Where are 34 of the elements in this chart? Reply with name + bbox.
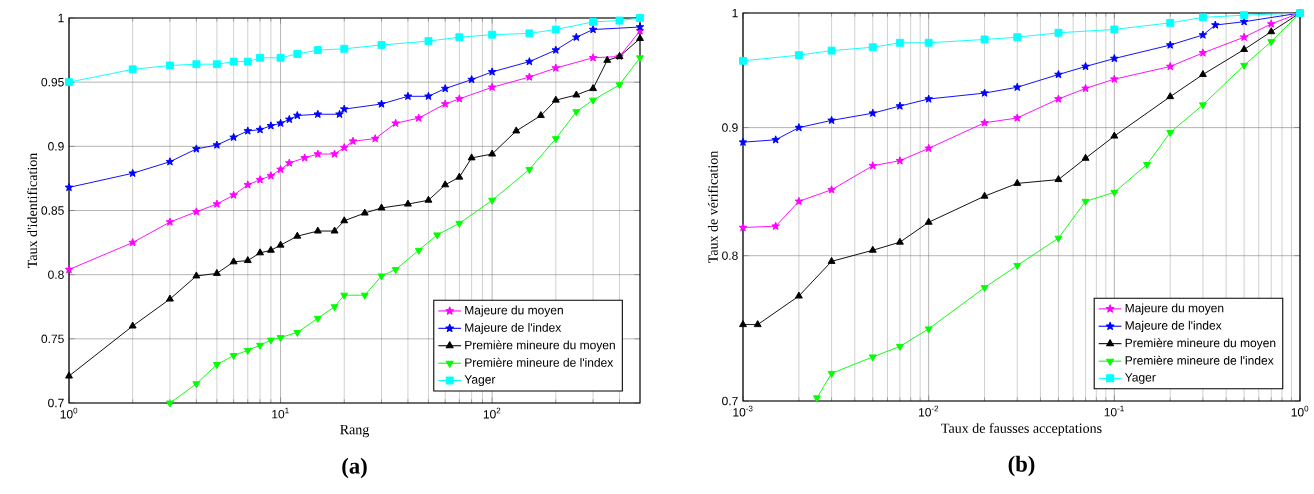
- text: (a): [342, 457, 367, 479]
- legend-label: Première mineure du moyen: [1125, 338, 1276, 350]
- x-axis-title: Rang: [340, 425, 370, 438]
- y-tick-label: 0.95: [41, 77, 64, 87]
- y-tick-label: 0.7: [48, 398, 64, 408]
- x-tick-label: 10$^{-3}$: [733, 405, 753, 417]
- x-tick-label: 10$^{-1}$: [1104, 405, 1124, 417]
- x-tick-label: 10$^{0}$: [60, 407, 78, 419]
- y-tick-label: 0.85: [41, 206, 64, 215]
- y-tick-label: 0.8: [722, 251, 738, 260]
- y-axis-title: Taux d'identification: [27, 152, 38, 268]
- legend-label: Majeure de l'index: [1125, 320, 1222, 333]
- legend-label: Première mineure du moyen: [465, 340, 615, 352]
- y-tick-label: 0.8: [48, 270, 64, 279]
- text: (b): [1008, 455, 1035, 477]
- y-tick-label: 0.75: [41, 334, 64, 344]
- y-tick-label: 0.9: [48, 142, 64, 151]
- x-tick-label: 10$^{-2}$: [919, 405, 939, 417]
- y-axis-title: Taux de vérification: [707, 150, 718, 264]
- legend-label: Majeure de l'index: [465, 322, 562, 335]
- legend-label: Majeure du moyen: [1125, 303, 1224, 315]
- legend-label: Première mineure de l'index: [1125, 355, 1274, 365]
- x-tick-label: 10$^{1}$: [272, 407, 289, 419]
- legend-label: Majeure du moyen: [465, 305, 563, 317]
- y-tick-label: 1: [732, 8, 738, 18]
- y-tick-label: 0.9: [722, 123, 738, 132]
- y-tick-label: 0.7: [722, 396, 738, 406]
- x-tick-label: 10$^{0}$: [1291, 405, 1309, 417]
- x-axis-title: Taux de fausses acceptations: [941, 423, 1102, 436]
- legend-label: Première mineure de l'index: [465, 357, 614, 367]
- y-tick-label: 1: [58, 13, 64, 23]
- legend-label: Yager: [464, 375, 496, 387]
- x-tick-label: 10$^{2}$: [483, 407, 501, 419]
- legend-label: Yager: [1124, 373, 1156, 384]
